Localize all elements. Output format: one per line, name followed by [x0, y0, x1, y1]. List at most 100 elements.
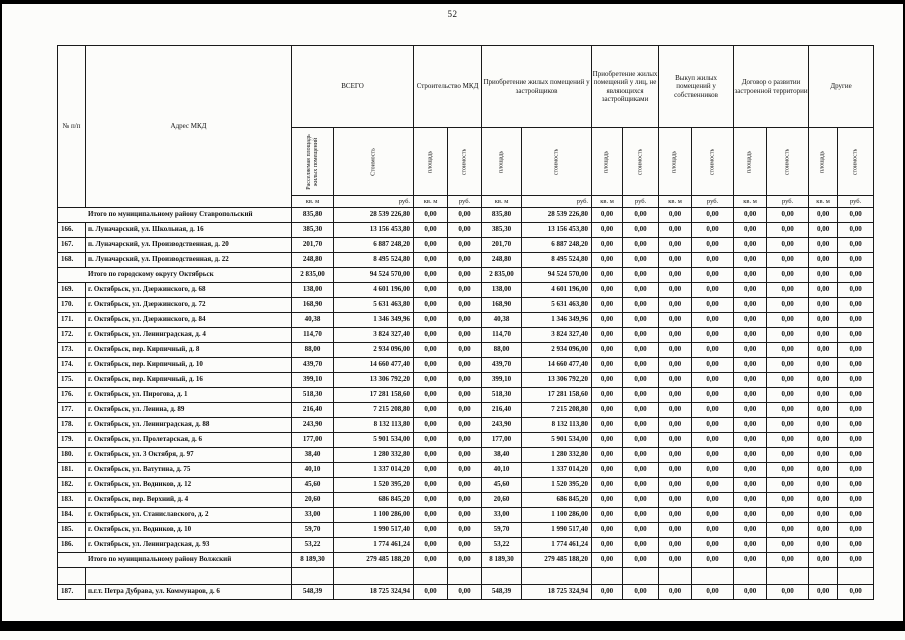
cell-value: 0,00	[591, 312, 624, 328]
row-address: п. Луначарский, ул. Производственная, д.…	[85, 252, 292, 268]
cell-value: 0,00	[622, 537, 660, 553]
cell-value: 0,00	[837, 237, 875, 253]
cell-value: 1 990 517,40	[332, 522, 415, 538]
cell-value: 0,00	[413, 222, 449, 238]
cell-value: 385,30	[291, 222, 334, 238]
cell-value: 0,00	[622, 357, 660, 373]
total-row: Итого по городскому округу Октябрьск 2 83…	[57, 267, 875, 283]
cell-value: 59,70	[481, 522, 523, 538]
cell-value: 0,00	[447, 372, 483, 388]
cell-value	[447, 567, 483, 585]
cell-value: 8 132 113,80	[332, 417, 415, 433]
row-address: п. Луначарский, ул. Школьная, д. 16	[85, 222, 292, 238]
cell-value: 0,00	[766, 252, 810, 268]
subheader-total-cost: Стоимость	[332, 127, 415, 196]
resettlement-table: № п/п Адрес МКД ВСЕГО Строительство МКД …	[57, 45, 875, 600]
cell-value: 1 100 286,00	[521, 507, 593, 523]
cell-value: 0,00	[808, 387, 839, 403]
cell-value: 0,00	[622, 267, 660, 283]
cell-value: 0,00	[622, 552, 660, 568]
cell-value: 3 824 327,40	[521, 327, 593, 343]
row-address: г. Октябрьск, пер. Кирпичный, д. 16	[85, 372, 292, 388]
cell-value: 0,00	[413, 417, 449, 433]
cell-value: 0,00	[766, 552, 810, 568]
row-address: г. Октябрьск, ул. Дзержинского, д. 68	[85, 282, 292, 298]
cell-value: 18 725 324,94	[332, 584, 415, 600]
row-number: 166.	[57, 222, 86, 238]
cell-value: 248,80	[291, 252, 334, 268]
cell-value: 0,00	[691, 402, 735, 418]
cell-value: 439,70	[291, 357, 334, 373]
cell-value: 33,00	[481, 507, 523, 523]
row-address: г. Октябрьск, ул. 3 Октября, д. 97	[85, 447, 292, 463]
cell-value: 0,00	[808, 462, 839, 478]
cell-value: 1 774 461,24	[521, 537, 593, 553]
row-address: г. Октябрьск, пер. Верхний, д. 4	[85, 492, 292, 508]
cell-value: 0,00	[658, 507, 693, 523]
cell-value: 0,00	[591, 417, 624, 433]
row-number: 176.	[57, 387, 86, 403]
cell-value: 835,80	[291, 207, 334, 223]
cell-value: 385,30	[481, 222, 523, 238]
cell-value: 0,00	[733, 297, 768, 313]
cell-value: 0,00	[413, 552, 449, 568]
cell-value: 0,00	[837, 492, 875, 508]
cell-value: 0,00	[413, 477, 449, 493]
cell-value: 0,00	[658, 252, 693, 268]
row-number: 170.	[57, 297, 86, 313]
cell-value: 216,40	[291, 402, 334, 418]
group-header-development-agreement: Договор о развитии застроенной территори…	[733, 45, 810, 128]
table-row: 171. г. Октябрьск, ул. Дзержинского, д. 8…	[57, 312, 875, 328]
cell-value: 0,00	[413, 267, 449, 283]
table-row: 172. г. Октябрьск, ул. Ленинградская, д. …	[57, 327, 875, 343]
cell-value: 0,00	[766, 297, 810, 313]
table-row: 169. г. Октябрьск, ул. Дзержинского, д. 6…	[57, 282, 875, 298]
row-number: 178.	[57, 417, 86, 433]
cell-value: 0,00	[658, 297, 693, 313]
row-number: 167.	[57, 237, 86, 253]
cell-value: 40,38	[291, 312, 334, 328]
cell-value: 0,00	[447, 342, 483, 358]
cell-value: 0,00	[808, 477, 839, 493]
cell-value: 835,80	[481, 207, 523, 223]
cell-value: 1 337 014,20	[521, 462, 593, 478]
cell-value: 0,00	[447, 432, 483, 448]
cell-value: 8 189,30	[291, 552, 334, 568]
table-row: 170. г. Октябрьск, ул. Дзержинского, д. 7…	[57, 297, 875, 313]
cell-value: 243,90	[291, 417, 334, 433]
cell-value: 0,00	[413, 537, 449, 553]
cell-value: 0,00	[447, 237, 483, 253]
cell-value: 45,60	[481, 477, 523, 493]
cell-value: 0,00	[766, 267, 810, 283]
cell-value: 0,00	[766, 357, 810, 373]
cell-value: 0,00	[591, 342, 624, 358]
cell-value: 0,00	[622, 282, 660, 298]
cell-value: 518,30	[291, 387, 334, 403]
cell-value: 0,00	[591, 222, 624, 238]
cell-value: 0,00	[808, 432, 839, 448]
cell-value: 0,00	[808, 492, 839, 508]
group-header-construction: Строительство МКД	[413, 45, 483, 128]
cell-value: 114,70	[291, 327, 334, 343]
cell-value: 0,00	[691, 282, 735, 298]
cell-value: 0,00	[837, 462, 875, 478]
cell-value: 0,00	[591, 372, 624, 388]
cell-value: 40,10	[481, 462, 523, 478]
table-row: 187. п.г.т. Петра Дубрава, ул. Коммунаров…	[57, 584, 875, 600]
row-number: 169.	[57, 282, 86, 298]
scan-edge-right	[903, 0, 905, 631]
cell-value: 0,00	[691, 507, 735, 523]
cell-value: 0,00	[837, 207, 875, 223]
unit-label: кв. м	[291, 195, 334, 208]
row-number: 185.	[57, 522, 86, 538]
cell-value: 0,00	[733, 522, 768, 538]
cell-value: 13 306 792,20	[521, 372, 593, 388]
cell-value: 138,00	[481, 282, 523, 298]
cell-value: 0,00	[658, 522, 693, 538]
cell-value: 8 495 524,80	[332, 252, 415, 268]
cell-value: 0,00	[733, 477, 768, 493]
unit-label: кв. м	[481, 195, 523, 208]
cell-value: 0,00	[622, 297, 660, 313]
cell-value: 399,10	[481, 372, 523, 388]
cell-value: 0,00	[691, 237, 735, 253]
